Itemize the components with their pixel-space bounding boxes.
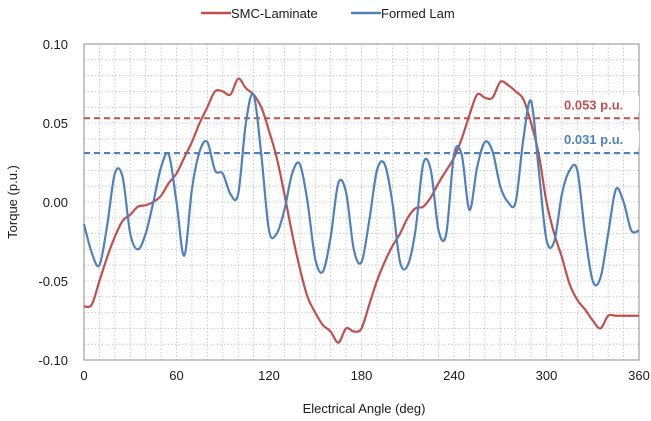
- y-tick-label: 0.10: [43, 37, 68, 52]
- plot-border: [83, 43, 640, 361]
- y-tick-label: 0.05: [43, 116, 68, 131]
- reference-label: 0.031 p.u.: [564, 132, 623, 147]
- reference-label: 0.053 p.u.: [564, 97, 623, 112]
- x-tick-label: 240: [443, 368, 465, 383]
- reference-label-background: [562, 131, 639, 148]
- plot-area: [83, 43, 640, 361]
- legend-label-smc-laminate: SMC-Laminate: [231, 6, 318, 21]
- grid: [83, 43, 640, 361]
- x-tick-label: 300: [536, 368, 558, 383]
- y-axis-tick-labels: 0.10 0.05 0.00 -0.05 -0.10: [38, 37, 68, 368]
- x-tick-label: 360: [628, 368, 650, 383]
- x-tick-label: 60: [169, 368, 183, 383]
- series-line-formed-lam: [82, 92, 640, 287]
- series-line-smc-laminate: [83, 77, 639, 344]
- reference-labels: 0.053 p.u. 0.031 p.u.: [562, 96, 639, 148]
- legend-label-formed-lam: Formed Lam: [381, 6, 455, 21]
- y-tick-label: 0.00: [43, 195, 68, 210]
- series-lines: [82, 77, 640, 344]
- reference-lines: [84, 117, 639, 155]
- x-axis-tick-labels: 0 60 120 180 240 300 360: [80, 368, 649, 383]
- x-axis-title: Electrical Angle (deg): [303, 401, 426, 416]
- y-tick-label: -0.05: [38, 274, 68, 289]
- y-axis-title: Torque (p.u.): [5, 165, 20, 239]
- x-tick-label: 0: [80, 368, 87, 383]
- reference-label-background: [562, 96, 639, 113]
- legend: SMC-Laminate Formed Lam: [201, 6, 455, 21]
- x-tick-label: 180: [351, 368, 373, 383]
- x-tick-label: 120: [258, 368, 280, 383]
- y-tick-label: -0.10: [38, 353, 68, 368]
